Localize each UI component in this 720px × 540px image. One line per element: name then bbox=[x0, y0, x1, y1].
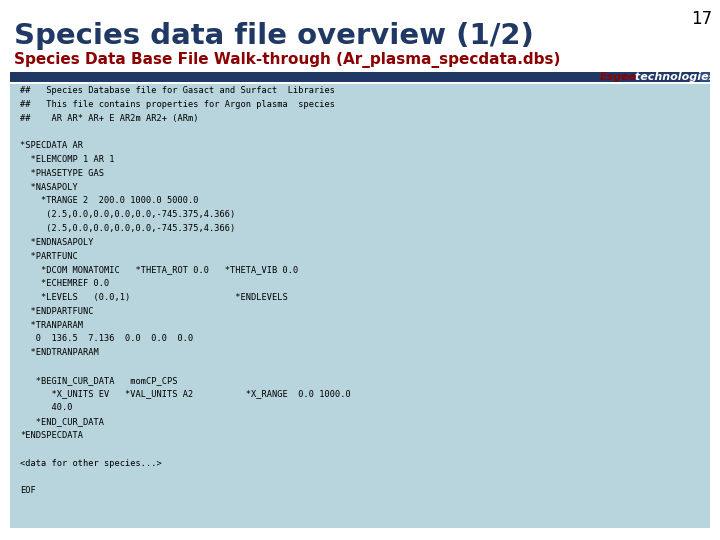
Text: 40.0: 40.0 bbox=[20, 403, 73, 413]
Text: Species data file overview (1/2): Species data file overview (1/2) bbox=[14, 22, 534, 50]
Text: EOF: EOF bbox=[20, 486, 36, 495]
Text: (2.5,0.0,0.0,0.0,0.0,-745.375,4.366): (2.5,0.0,0.0,0.0,0.0,-745.375,4.366) bbox=[20, 210, 235, 219]
Text: *ENDPARTFUNC: *ENDPARTFUNC bbox=[20, 307, 94, 316]
Text: *LEVELS   (0.0,1)                    *ENDLEVELS: *LEVELS (0.0,1) *ENDLEVELS bbox=[20, 293, 288, 302]
Bar bbox=[700, 72, 710, 82]
Text: *ENDTRANPARAM: *ENDTRANPARAM bbox=[20, 348, 99, 357]
Text: *ENDNASAPOLY: *ENDNASAPOLY bbox=[20, 238, 94, 247]
Text: *BEGIN_CUR_DATA   momCP_CPS: *BEGIN_CUR_DATA momCP_CPS bbox=[20, 376, 178, 385]
Text: ##   This file contains properties for Argon plasma  species: ## This file contains properties for Arg… bbox=[20, 100, 335, 109]
Text: ##   Species Database file for Gasact and Surfact  Libraries: ## Species Database file for Gasact and … bbox=[20, 86, 335, 95]
Text: Esgee: Esgee bbox=[600, 72, 637, 82]
Text: *ECHEMREF 0.0: *ECHEMREF 0.0 bbox=[20, 279, 109, 288]
Text: *ENDSPECDATA: *ENDSPECDATA bbox=[20, 431, 83, 440]
Text: ##    AR AR* AR+ E AR2m AR2+ (ARm): ## AR AR* AR+ E AR2m AR2+ (ARm) bbox=[20, 113, 199, 123]
Text: <data for other species...>: <data for other species...> bbox=[20, 458, 162, 468]
Text: *PARTFUNC: *PARTFUNC bbox=[20, 252, 78, 261]
Text: *DCOM MONATOMIC   *THETA_ROT 0.0   *THETA_VIB 0.0: *DCOM MONATOMIC *THETA_ROT 0.0 *THETA_VI… bbox=[20, 265, 298, 274]
Text: Species Data Base File Walk-through (Ar_plasma_specdata.dbs): Species Data Base File Walk-through (Ar_… bbox=[14, 52, 560, 68]
Text: *NASAPOLY: *NASAPOLY bbox=[20, 183, 78, 192]
Text: (2.5,0.0,0.0,0.0,0.0,-745.375,4.366): (2.5,0.0,0.0,0.0,0.0,-745.375,4.366) bbox=[20, 224, 235, 233]
Text: *X_UNITS EV   *VAL_UNITS A2          *X_RANGE  0.0 1000.0: *X_UNITS EV *VAL_UNITS A2 *X_RANGE 0.0 1… bbox=[20, 389, 351, 399]
Text: technologies: technologies bbox=[631, 72, 715, 82]
Text: *SPECDATA AR: *SPECDATA AR bbox=[20, 141, 83, 150]
Text: 17: 17 bbox=[691, 10, 712, 28]
Text: *END_CUR_DATA: *END_CUR_DATA bbox=[20, 417, 104, 426]
Text: 0  136.5  7.136  0.0  0.0  0.0: 0 136.5 7.136 0.0 0.0 0.0 bbox=[20, 334, 193, 343]
Text: *ELEMCOMP 1 AR 1: *ELEMCOMP 1 AR 1 bbox=[20, 155, 114, 164]
Text: *TRANGE 2  200.0 1000.0 5000.0: *TRANGE 2 200.0 1000.0 5000.0 bbox=[20, 197, 199, 205]
Bar bbox=[10, 84, 710, 528]
Text: *TRANPARAM: *TRANPARAM bbox=[20, 321, 83, 329]
Text: *PHASETYPE GAS: *PHASETYPE GAS bbox=[20, 169, 104, 178]
Bar bbox=[10, 72, 710, 82]
